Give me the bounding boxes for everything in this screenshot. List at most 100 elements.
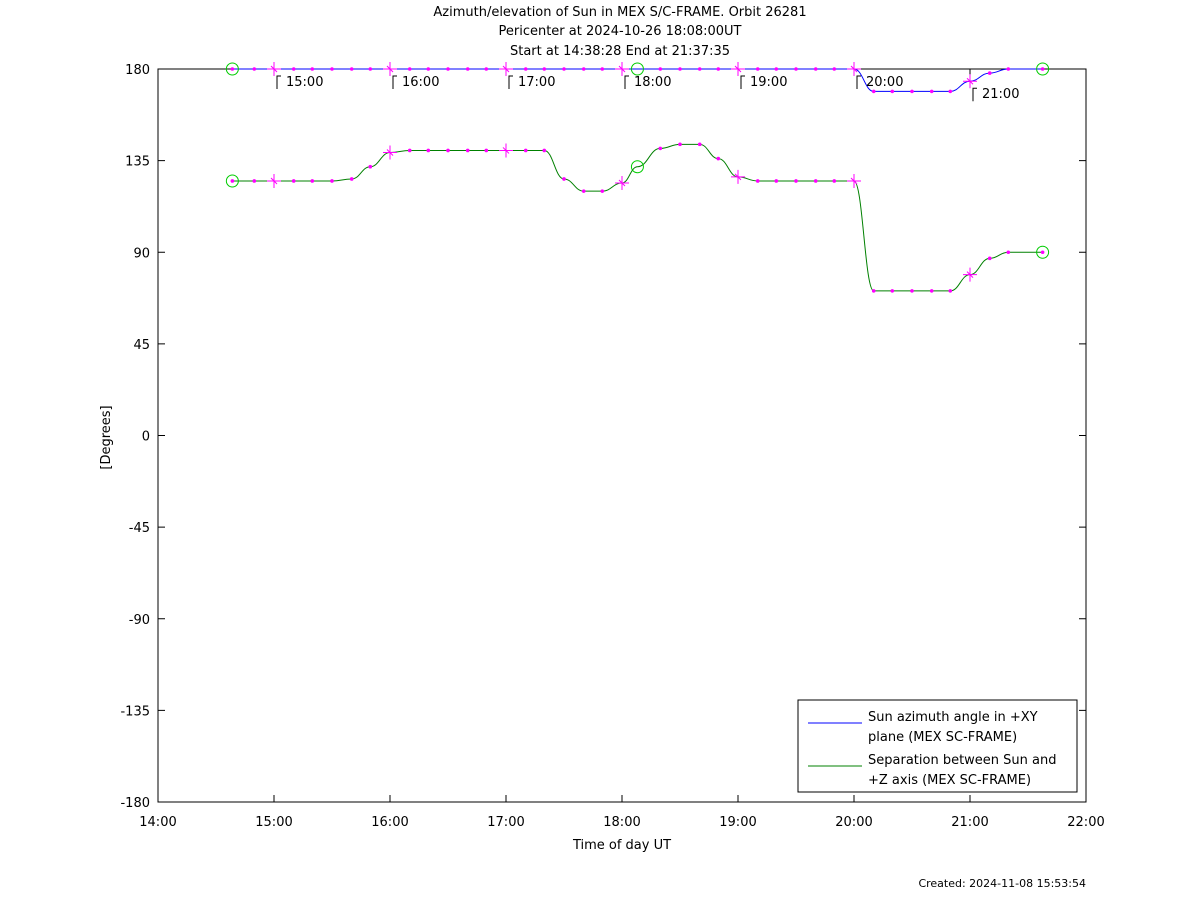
- data-point-marker: [774, 179, 779, 183]
- endpoint-circle-marker: [1036, 62, 1050, 76]
- data-point-marker: [407, 67, 412, 71]
- legend-label-separation-1: Separation between Sun and: [868, 753, 1056, 768]
- data-point-marker: [484, 148, 489, 153]
- data-point-marker: [349, 177, 354, 181]
- data-point-marker: [600, 67, 605, 71]
- data-point-marker: [368, 164, 373, 169]
- y-tick-label: 0: [142, 430, 150, 445]
- hour-cross-marker: [499, 143, 513, 158]
- y-tick-label: 45: [133, 338, 150, 353]
- data-point-marker: [330, 179, 334, 183]
- data-point-marker: [794, 179, 798, 183]
- data-point-marker: [1040, 250, 1045, 255]
- data-point-marker: [349, 67, 354, 71]
- y-tick-label: 90: [133, 246, 150, 261]
- y-tick-label: -90: [129, 613, 150, 628]
- data-point-marker: [542, 67, 547, 71]
- hour-cross-marker: [267, 173, 281, 188]
- y-axis-label: [Degrees]: [99, 405, 114, 469]
- endpoint-circle-marker: [1036, 245, 1050, 259]
- hour-annotation-pointer: [740, 75, 745, 89]
- x-tick-label: 20:00: [835, 815, 872, 830]
- hour-annotation-label: 15:00: [286, 75, 323, 90]
- hour-cross-marker: [383, 145, 397, 160]
- legend-label-azimuth-1: Sun azimuth angle in +XY: [868, 710, 1038, 725]
- data-point-marker: [929, 289, 934, 293]
- endpoint-circle-marker: [630, 160, 644, 174]
- data-point-marker: [678, 67, 682, 71]
- chart-subtitle-pericenter: Pericenter at 2024-10-26 18:08:00UT: [498, 24, 742, 39]
- x-tick-label: 15:00: [255, 815, 292, 830]
- data-point-marker: [465, 67, 470, 71]
- data-point-marker: [1006, 67, 1011, 71]
- hour-annotation-label: 20:00: [866, 75, 903, 90]
- data-point-marker: [910, 89, 914, 94]
- data-point-marker: [252, 179, 257, 183]
- data-point-marker: [368, 67, 373, 71]
- data-point-marker: [755, 67, 760, 71]
- x-tick-label: 17:00: [487, 815, 524, 830]
- data-point-marker: [658, 146, 663, 151]
- data-point-marker: [948, 89, 953, 94]
- data-point-marker: [600, 189, 605, 193]
- data-point-marker: [523, 148, 528, 153]
- data-point-marker: [716, 156, 721, 161]
- x-tick-label: 19:00: [719, 815, 756, 830]
- azimuth-series-line: [232, 68, 1043, 92]
- data-point-marker: [562, 67, 566, 71]
- data-point-marker: [948, 289, 953, 293]
- x-tick-label: 21:00: [951, 815, 988, 830]
- data-point-marker: [1040, 67, 1045, 71]
- data-point-marker: [871, 289, 876, 293]
- separation-series-line: [232, 143, 1043, 292]
- data-point-marker: [291, 67, 296, 71]
- data-point-marker: [446, 67, 450, 71]
- y-tick-label: 180: [125, 63, 150, 78]
- data-point-marker: [794, 67, 798, 71]
- legend-box: [797, 699, 1078, 793]
- endpoint-circle-marker: [225, 174, 239, 188]
- data-point-marker: [484, 67, 489, 71]
- hour-cross-marker: [731, 169, 745, 184]
- hour-annotation-pointer: [624, 75, 629, 89]
- data-point-marker: [813, 67, 818, 71]
- data-point-marker: [755, 179, 760, 183]
- x-tick-label: 22:00: [1067, 815, 1104, 830]
- hour-cross-marker: [615, 62, 629, 76]
- data-point-marker: [230, 67, 235, 71]
- chart-subtitle-start-end: Start at 14:38:28 End at 21:37:35: [509, 44, 731, 59]
- y-tick-label: -135: [120, 704, 150, 719]
- data-point-marker: [562, 177, 566, 181]
- data-point-marker: [230, 179, 235, 183]
- created-timestamp: Created: 2024-11-08 15:53:54: [918, 877, 1086, 890]
- data-point-marker: [987, 71, 992, 75]
- hour-annotation-pointer: [972, 87, 977, 102]
- hour-annotation-pointer: [392, 75, 397, 89]
- hour-annotation-label: 19:00: [750, 75, 787, 90]
- hour-annotation-label: 18:00: [634, 75, 671, 90]
- hour-annotation-label: 17:00: [518, 75, 555, 90]
- data-point-marker: [310, 67, 315, 71]
- x-tick-label: 14:00: [139, 815, 176, 830]
- endpoint-circle-marker: [225, 62, 239, 76]
- data-point-marker: [465, 148, 470, 153]
- hour-cross-marker: [963, 74, 977, 89]
- data-point-marker: [871, 89, 876, 94]
- data-point-marker: [542, 148, 547, 153]
- x-tick-label: 18:00: [603, 815, 640, 830]
- hour-cross-marker: [963, 267, 977, 282]
- data-point-marker: [813, 179, 818, 183]
- data-point-marker: [581, 189, 586, 193]
- data-point-marker: [910, 289, 914, 293]
- data-point-marker: [426, 67, 431, 71]
- data-point-marker: [426, 148, 431, 153]
- endpoint-circle-marker: [630, 62, 644, 76]
- hour-cross-marker: [847, 173, 861, 188]
- data-point-marker: [658, 67, 663, 71]
- y-tick-label: -45: [129, 521, 150, 536]
- data-point-marker: [523, 67, 528, 71]
- data-point-marker: [252, 67, 257, 71]
- data-point-marker: [890, 89, 895, 94]
- legend-label-separation-2: +Z axis (MEX SC-FRAME): [868, 773, 1031, 788]
